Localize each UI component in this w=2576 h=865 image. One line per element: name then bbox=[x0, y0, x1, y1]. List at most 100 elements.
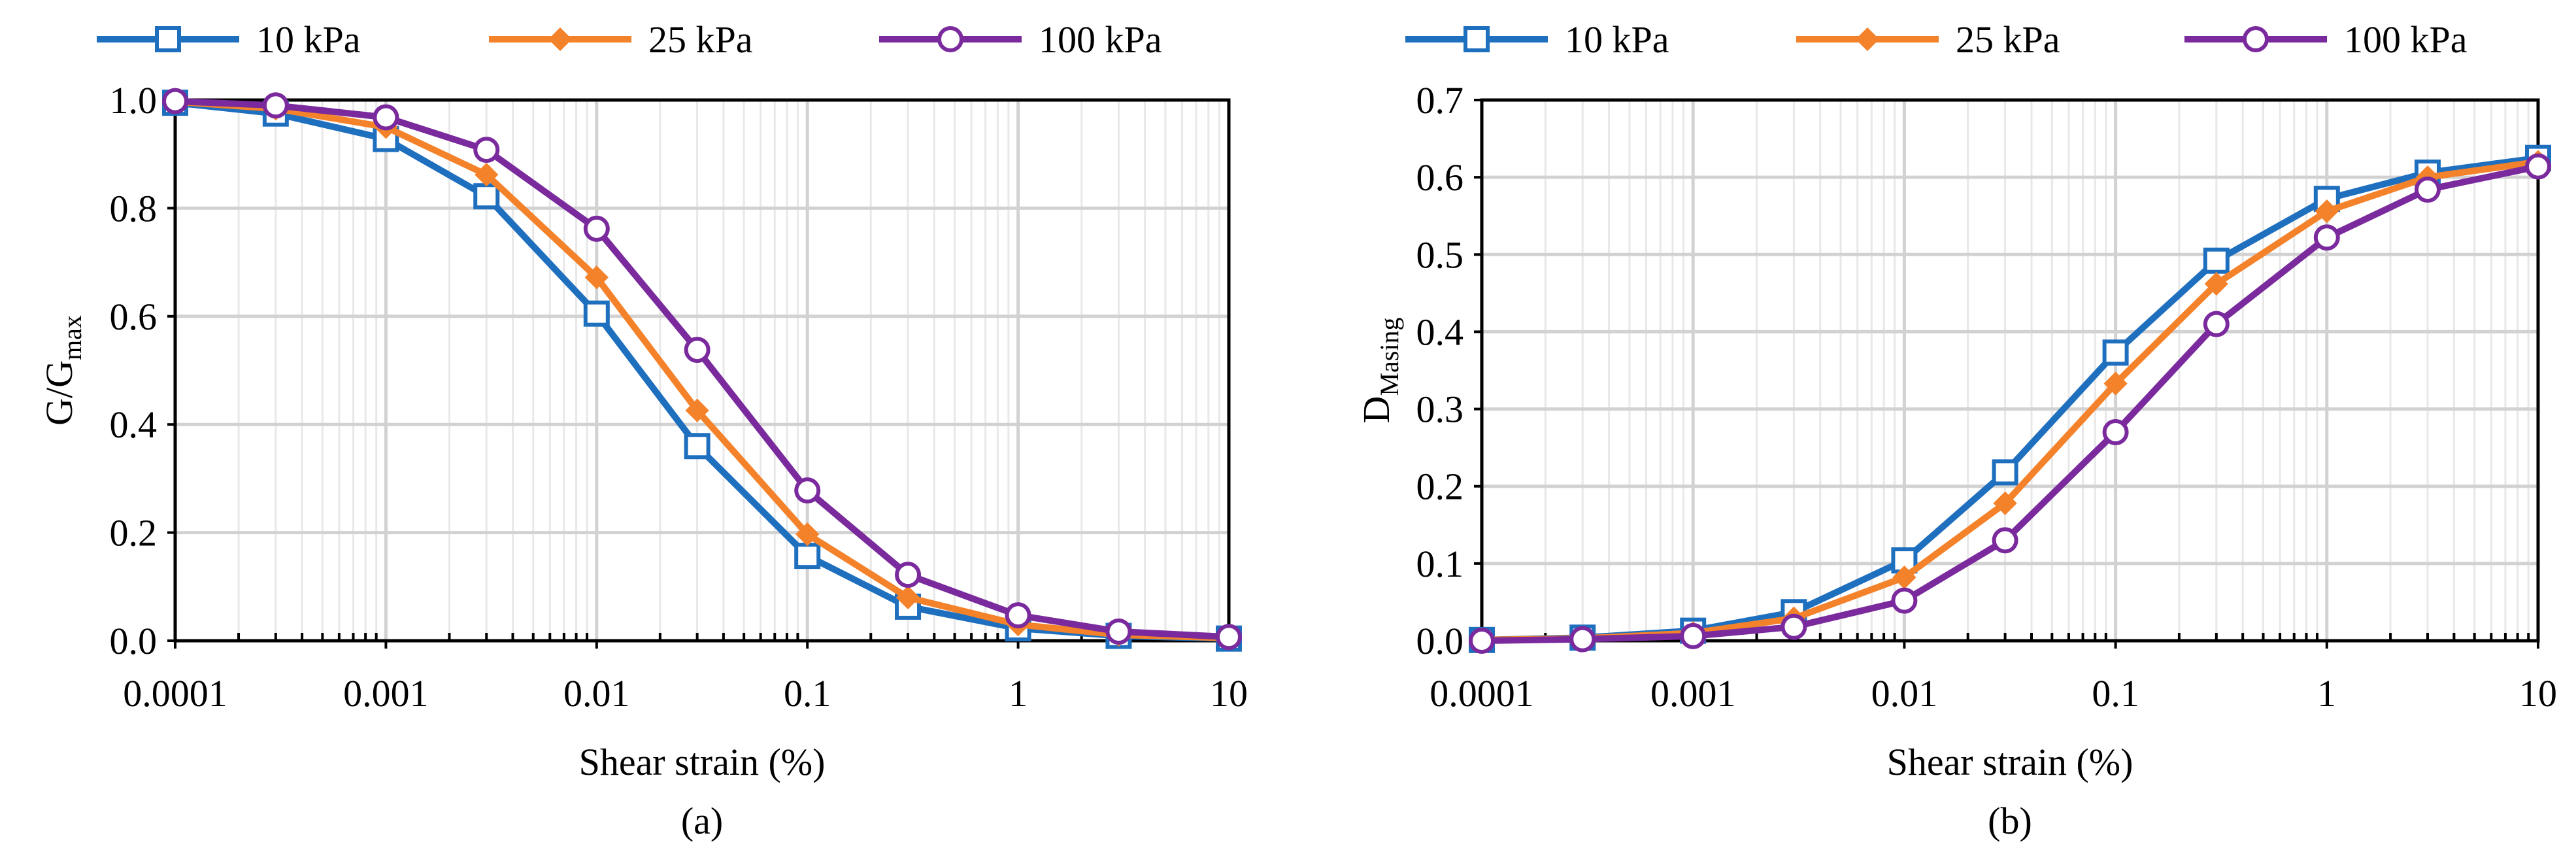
y-tick-label: 0.1 bbox=[1416, 543, 1464, 585]
series-25-kpa bbox=[1469, 150, 2551, 652]
data-point bbox=[1781, 613, 1807, 640]
legend-item: 100 kPa bbox=[2184, 18, 2467, 61]
data-point bbox=[473, 183, 500, 210]
data-point bbox=[1569, 626, 1596, 653]
legend-marker bbox=[1855, 27, 1880, 52]
y-axis-label: G/Gmax bbox=[38, 315, 87, 426]
y-tick-label: 0.7 bbox=[1416, 79, 1464, 122]
legend-marker bbox=[1464, 26, 1490, 52]
y-tick-label: 0.0 bbox=[1416, 620, 1464, 662]
series-100-kpa bbox=[1469, 153, 2551, 654]
y-axis-label-main: D bbox=[1355, 396, 1397, 424]
legend-marker bbox=[155, 26, 181, 52]
plot-frame bbox=[1480, 98, 2540, 643]
plot-frame bbox=[173, 98, 1231, 643]
x-tick-label: 0.01 bbox=[1871, 672, 1938, 715]
data-point bbox=[684, 337, 711, 364]
series-10-kpa bbox=[162, 90, 1242, 652]
y-tick-label: 0.6 bbox=[1416, 156, 1464, 199]
data-point bbox=[895, 585, 920, 609]
data-point bbox=[2525, 153, 2551, 180]
data-point bbox=[1992, 527, 2018, 554]
legend-label: 10 kPa bbox=[256, 18, 361, 61]
data-point bbox=[794, 477, 821, 504]
legend-item: 10 kPa bbox=[97, 18, 361, 61]
legend-item: 100 kPa bbox=[879, 18, 1162, 61]
panel-a: 0.0001 0.001 0.01 0.1 1 10 0.0 0.2 0.4 0.6 0.8 1.0 G… bbox=[38, 18, 1248, 842]
x-tick-label: 0.01 bbox=[563, 672, 630, 715]
series-line bbox=[1481, 158, 2539, 643]
y-axis-label-main: G/G bbox=[38, 360, 80, 426]
data-point bbox=[1992, 459, 2018, 486]
legend-label: 25 kPa bbox=[648, 18, 753, 61]
data-point bbox=[1891, 587, 1918, 614]
legend: 10 kPa 25 kPa 100 kPa bbox=[97, 18, 1162, 61]
x-tick-label: 1 bbox=[1009, 672, 1028, 715]
x-tick-label: 10 bbox=[1210, 672, 1248, 715]
grid bbox=[1480, 98, 2540, 643]
legend-label: 100 kPa bbox=[1039, 18, 1162, 61]
series-line bbox=[175, 98, 1229, 641]
series-line bbox=[1481, 154, 2539, 643]
data-point bbox=[2103, 371, 2128, 396]
legend: 10 kPa 25 kPa 100 kPa bbox=[1405, 18, 2467, 61]
y-tick-label: 0.4 bbox=[1416, 311, 1464, 353]
y-tick-label: 0.8 bbox=[110, 187, 158, 229]
data-point bbox=[1680, 622, 1707, 649]
legend-item: 10 kPa bbox=[1405, 18, 1669, 61]
data-point bbox=[2315, 199, 2339, 224]
data-point bbox=[2102, 339, 2129, 366]
y-tick-label: 0.5 bbox=[1416, 233, 1464, 276]
data-point bbox=[2415, 177, 2441, 203]
series-line bbox=[1481, 163, 2539, 644]
x-tick-label: 0.0001 bbox=[123, 672, 227, 715]
series-10-kpa bbox=[1469, 144, 2551, 653]
data-point bbox=[2203, 311, 2230, 337]
x-tick-label: 0.001 bbox=[343, 672, 429, 715]
data-point bbox=[583, 215, 610, 242]
data-point bbox=[1469, 628, 1495, 654]
data-point bbox=[2102, 419, 2129, 446]
series-100-kpa bbox=[162, 88, 1242, 651]
legend-label: 10 kPa bbox=[1565, 18, 1669, 61]
legend-label: 25 kPa bbox=[1956, 18, 2060, 61]
data-point bbox=[1005, 602, 1031, 629]
data-point bbox=[2203, 247, 2230, 274]
data-point bbox=[794, 543, 821, 569]
y-tick-label: 0.4 bbox=[110, 403, 158, 446]
legend-item: 25 kPa bbox=[1796, 18, 2060, 61]
x-axis-label: Shear strain (%) bbox=[1887, 741, 2133, 783]
y-axis-label-subscript: Masing bbox=[1375, 318, 1404, 396]
data-point bbox=[1216, 624, 1242, 651]
y-tick-label: 0.3 bbox=[1416, 388, 1464, 431]
data-point bbox=[583, 300, 610, 327]
x-tick-label: 1 bbox=[2317, 672, 2336, 715]
data-point bbox=[685, 398, 709, 422]
y-tick-label: 0.6 bbox=[110, 296, 158, 338]
data-point bbox=[262, 92, 289, 119]
data-point bbox=[162, 88, 188, 114]
legend-marker bbox=[548, 27, 573, 52]
x-tick-label: 0.0001 bbox=[1430, 672, 1534, 715]
y-tick-label: 0.2 bbox=[110, 512, 158, 554]
x-tick-label: 0.1 bbox=[784, 672, 831, 715]
data-point bbox=[1993, 491, 2017, 515]
data-point bbox=[895, 562, 922, 588]
panel-b: 0.0001 0.001 0.01 0.1 1 10 0.0 0.1 0.2 0.3 0.4 0.5 0… bbox=[1355, 18, 2557, 842]
data-point bbox=[2204, 272, 2228, 296]
legend-marker bbox=[2243, 26, 2269, 52]
grid bbox=[173, 98, 1231, 643]
y-tick-label: 1.0 bbox=[110, 79, 158, 122]
legend-label: 100 kPa bbox=[2344, 18, 2467, 61]
legend-item: 25 kPa bbox=[489, 18, 753, 61]
data-point bbox=[475, 163, 499, 187]
x-tick-label: 0.1 bbox=[2092, 672, 2139, 715]
y-tick-label: 0.0 bbox=[110, 620, 158, 662]
data-point bbox=[795, 522, 820, 547]
data-point bbox=[373, 104, 399, 131]
y-tick-label: 0.2 bbox=[1416, 466, 1464, 508]
data-point bbox=[684, 433, 711, 460]
series-25-kpa bbox=[163, 90, 1241, 650]
series-line bbox=[175, 97, 1229, 641]
